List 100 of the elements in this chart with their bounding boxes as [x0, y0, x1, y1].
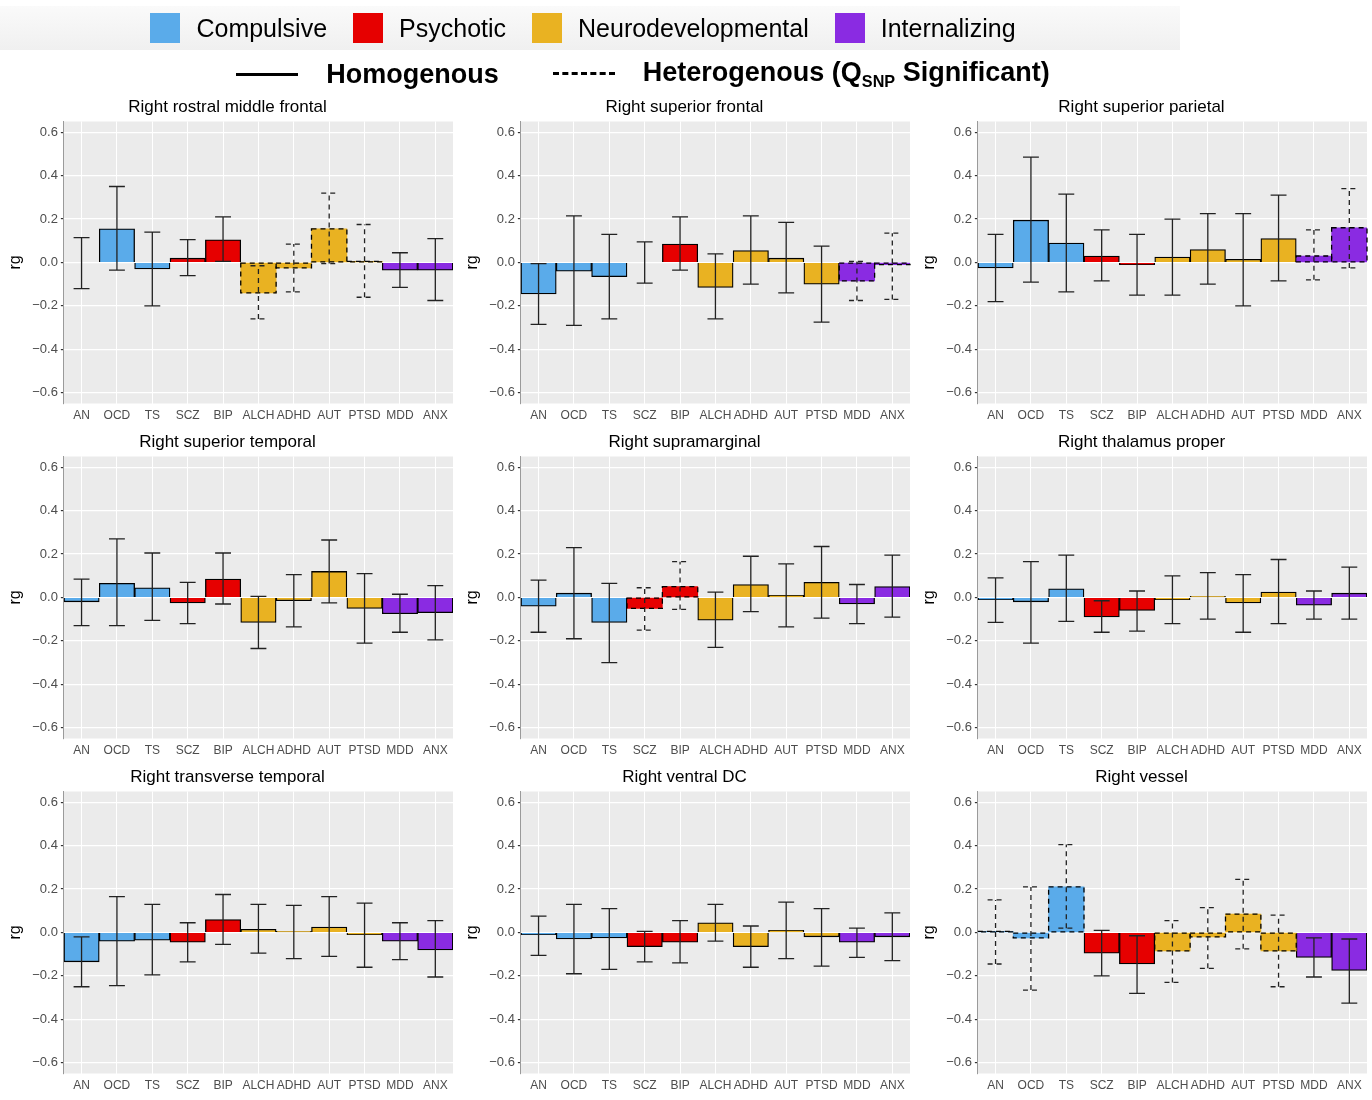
y-tick-label: 0.4 — [953, 502, 972, 518]
x-tick-label: MDD — [1300, 743, 1328, 758]
x-tick-label: TS — [1058, 1078, 1074, 1093]
x-tick-label: AN — [73, 743, 90, 758]
chart-title: Right supramarginal — [608, 431, 761, 451]
x-tick-label: ADHD — [733, 743, 769, 758]
y-tick-label: −0.4 — [946, 340, 972, 356]
y-tick-label: 0.6 — [953, 123, 972, 139]
x-tick-label: AUT — [1231, 408, 1256, 423]
y-tick-label: −0.4 — [32, 1010, 58, 1026]
x-tick-label: SCZ — [1089, 408, 1114, 423]
y-axis-title: rg — [6, 255, 24, 270]
x-tick-label: ALCH — [699, 408, 732, 423]
y-tick-label: 0.4 — [953, 167, 972, 183]
x-tick-label: BIP — [1127, 1078, 1147, 1093]
x-tick-label: ADHD — [276, 408, 312, 423]
y-tick-label: 0.6 — [39, 123, 58, 139]
x-tick-label: OCD — [1017, 1078, 1045, 1093]
y-tick-label: −0.6 — [489, 719, 515, 735]
y-tick-label: 0.0 — [953, 254, 972, 270]
x-tick-label: BIP — [213, 408, 233, 423]
x-tick-label: BIP — [670, 743, 690, 758]
text: Heterogenous (Q$_{SNP}$ Significant) — [642, 56, 1050, 92]
y-tick-label: 0.2 — [39, 210, 58, 226]
y-tick-label: 0.2 — [953, 545, 972, 561]
x-tick-label: AUT — [774, 408, 799, 423]
y-tick-label: 0.0 — [953, 589, 972, 605]
x-tick-label: ALCH — [1156, 408, 1189, 423]
y-tick-label: 0.2 — [496, 545, 515, 561]
x-tick-label: OCD — [560, 1078, 588, 1093]
y-axis-title: rg — [920, 925, 938, 940]
y-tick-label: −0.4 — [946, 1010, 972, 1026]
chart-title: Right superior frontal — [605, 96, 764, 116]
x-tick-label: AUT — [317, 1078, 342, 1093]
y-axis-title: rg — [463, 590, 481, 605]
y-axis-title: rg — [6, 590, 24, 605]
y-tick-label: −0.4 — [489, 675, 515, 691]
x-tick-label: OCD — [560, 743, 588, 758]
y-tick-label: −0.2 — [489, 632, 515, 648]
x-tick-label: PTSD — [1262, 1078, 1295, 1093]
x-tick-label: ANX — [1336, 1078, 1362, 1093]
x-tick-label: AUT — [774, 1078, 799, 1093]
legend-label: Compulsive — [196, 13, 328, 43]
x-tick-label: ALCH — [699, 1078, 732, 1093]
x-tick-label: AN — [530, 1078, 547, 1093]
x-tick-label: ALCH — [242, 743, 275, 758]
chart-title: Right rostral middle frontal — [128, 96, 327, 116]
x-tick-label: TS — [144, 408, 160, 423]
x-tick-label: ANX — [422, 743, 448, 758]
x-tick-label: MDD — [386, 743, 414, 758]
x-tick-label: ADHD — [276, 1078, 312, 1093]
x-tick-label: PTSD — [348, 408, 381, 423]
y-tick-label: 0.0 — [953, 924, 972, 940]
x-tick-label: OCD — [560, 408, 588, 423]
x-tick-label: ANX — [422, 1078, 448, 1093]
x-tick-label: MDD — [843, 1078, 871, 1093]
x-tick-label: AUT — [774, 743, 799, 758]
x-tick-label: TS — [601, 743, 617, 758]
y-tick-label: 0.2 — [39, 545, 58, 561]
x-tick-label: ADHD — [1190, 408, 1226, 423]
x-tick-label: MDD — [843, 408, 871, 423]
y-tick-label: −0.4 — [489, 1010, 515, 1026]
x-tick-label: PTSD — [1262, 408, 1295, 423]
x-tick-label: SCZ — [632, 408, 657, 423]
x-tick-label: MDD — [386, 408, 414, 423]
x-tick-label: PTSD — [1262, 743, 1295, 758]
x-tick-label: ALCH — [699, 743, 732, 758]
x-tick-label: MDD — [843, 743, 871, 758]
y-tick-label: 0.6 — [953, 458, 972, 474]
y-tick-label: −0.2 — [32, 297, 58, 313]
text: Homogenous — [326, 58, 499, 90]
y-tick-label: −0.2 — [32, 967, 58, 983]
y-tick-label: 0.2 — [953, 880, 972, 896]
x-tick-label: BIP — [670, 1078, 690, 1093]
x-tick-label: ADHD — [1190, 743, 1226, 758]
y-tick-label: 0.6 — [953, 793, 972, 809]
x-tick-label: PTSD — [348, 743, 381, 758]
x-tick-label: OCD — [103, 408, 131, 423]
y-tick-label: 0.2 — [39, 880, 58, 896]
x-tick-label: TS — [1058, 408, 1074, 423]
x-tick-label: ALCH — [242, 1078, 275, 1093]
y-tick-label: −0.6 — [489, 1054, 515, 1070]
x-tick-label: AUT — [317, 743, 342, 758]
x-tick-label: ANX — [1336, 408, 1362, 423]
y-tick-label: 0.0 — [39, 924, 58, 940]
y-tick-label: 0.4 — [496, 502, 515, 518]
y-tick-label: 0.2 — [953, 210, 972, 226]
y-tick-label: 0.6 — [496, 458, 515, 474]
x-tick-label: AN — [530, 743, 547, 758]
x-tick-label: PTSD — [805, 1078, 838, 1093]
x-tick-label: PTSD — [805, 408, 838, 423]
x-tick-label: ALCH — [1156, 1078, 1189, 1093]
y-tick-label: −0.2 — [946, 632, 972, 648]
x-tick-label: BIP — [670, 408, 690, 423]
y-tick-label: 0.4 — [496, 837, 515, 853]
x-tick-label: TS — [601, 1078, 617, 1093]
y-tick-label: 0.0 — [496, 589, 515, 605]
y-tick-label: 0.0 — [496, 254, 515, 270]
y-axis-title: rg — [463, 255, 481, 270]
x-tick-label: ADHD — [733, 408, 769, 423]
